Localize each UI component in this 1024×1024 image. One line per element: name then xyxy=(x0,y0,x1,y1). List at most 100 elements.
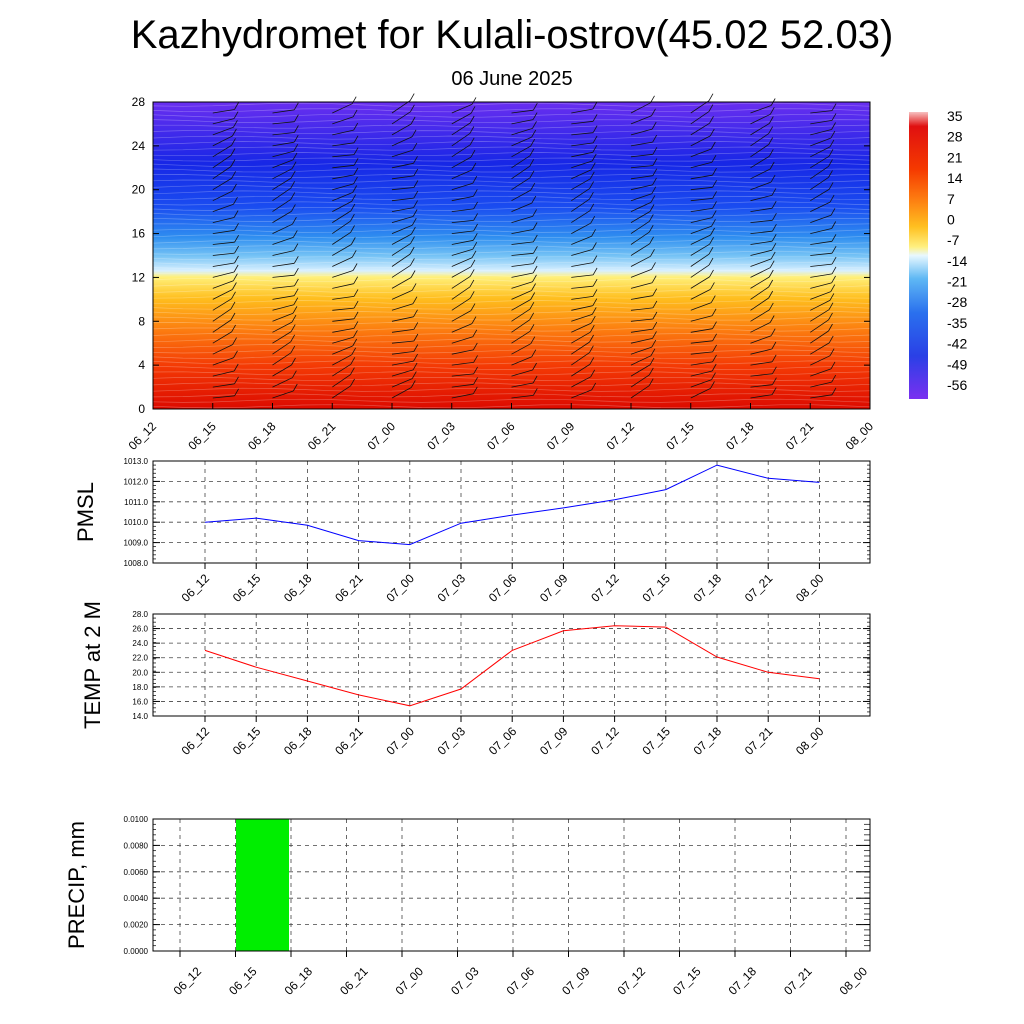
wind-barb-staff xyxy=(272,132,295,136)
wind-barb-flag xyxy=(651,275,657,283)
wind-barb-flag xyxy=(652,147,658,155)
temp-y-title: TEMP at 2 M xyxy=(80,601,105,729)
wind-barb-staff xyxy=(750,230,773,234)
wind-barb-staff xyxy=(451,104,473,114)
cross-section-x-axis: 06_12 06_15 06_18 06_21 07_00 07_03 07_06 07_09… xyxy=(126,403,876,453)
contour-line xyxy=(152,333,871,337)
wind-barb-flag xyxy=(712,168,717,176)
wind-barb-flag xyxy=(413,168,419,177)
wind-barb-flag xyxy=(830,361,836,370)
wind-barb-flag xyxy=(411,129,417,137)
x-tick-label: 07_09 xyxy=(537,724,571,758)
wind-barb-flag xyxy=(234,102,239,110)
x-tick-label: 07_15 xyxy=(639,724,673,758)
wind-barb-staff xyxy=(451,393,474,399)
wind-barb-flag xyxy=(772,366,777,374)
wind-barb-flag xyxy=(351,194,357,202)
wind-barb-staff xyxy=(571,169,592,180)
wind-barb-staff xyxy=(630,165,653,169)
wind-barb-staff xyxy=(571,151,593,158)
wind-barb-staff xyxy=(571,178,591,191)
x-tick-label: 06_12 xyxy=(171,964,205,998)
wind-barb-flag xyxy=(829,293,835,301)
wind-barb-staff xyxy=(690,217,713,223)
wind-barb-staff xyxy=(332,192,353,202)
y-tick-label: 1010.0 xyxy=(124,518,149,527)
wind-barb-flag xyxy=(234,245,239,254)
precip-axes: 0.0000 0.0020 0.0040 0.0060 0.0080 0.0100 06_1… xyxy=(124,815,871,998)
wind-barb-staff xyxy=(810,368,832,377)
wind-barb-staff xyxy=(391,351,414,355)
wind-barb-flag xyxy=(708,104,714,112)
x-tick-label: 06_12 xyxy=(179,724,213,758)
wind-barb-staff xyxy=(571,160,593,169)
wind-barb-staff xyxy=(332,142,355,147)
wind-barb-flag xyxy=(589,357,595,365)
wind-barb-staff xyxy=(511,155,531,169)
contour-line xyxy=(152,344,871,348)
contour-line xyxy=(152,338,871,343)
y-tick-label: 16.0 xyxy=(132,697,148,706)
wind-barb-flag xyxy=(831,234,837,242)
x-tick-label: 06_21 xyxy=(332,724,366,758)
y-tick-label: 16 xyxy=(132,227,146,241)
wind-barb-staff xyxy=(511,369,533,377)
wind-barb-staff xyxy=(391,216,414,223)
precip-grid xyxy=(153,818,870,952)
wind-barb-flag xyxy=(831,103,837,111)
contour-line xyxy=(152,152,871,157)
wind-barb-staff xyxy=(212,289,233,300)
wind-barb-flag xyxy=(350,367,355,375)
wind-barb-flag xyxy=(589,181,594,189)
x-tick-label: 07_15 xyxy=(663,419,697,453)
wind-barb-flag xyxy=(353,167,359,176)
wind-barb-staff xyxy=(451,230,474,234)
wind-barb-flag xyxy=(828,149,834,157)
wind-barb-staff xyxy=(451,349,474,355)
wind-barb-staff xyxy=(511,109,534,114)
wind-barb-flag xyxy=(473,355,478,363)
wind-barb-flag xyxy=(709,128,715,137)
wind-barb-staff xyxy=(690,340,713,344)
wind-barb-flag xyxy=(649,204,655,212)
wind-barb-staff xyxy=(750,207,773,212)
wind-barb-staff xyxy=(630,184,653,191)
contour-line xyxy=(152,185,871,189)
wind-barb-staff xyxy=(451,276,471,289)
contour-line xyxy=(152,322,871,326)
wind-barb-staff xyxy=(630,255,651,267)
wind-barb-staff xyxy=(511,229,534,234)
wind-barb-flag xyxy=(532,222,538,230)
wind-barb-staff xyxy=(451,286,471,300)
wind-barb-staff xyxy=(332,270,354,278)
wind-barb-staff xyxy=(391,340,414,344)
wind-barb-flag xyxy=(650,249,655,257)
wind-barb-flag xyxy=(469,137,475,145)
wind-barb-flag xyxy=(350,214,355,222)
wind-barb-flag xyxy=(648,225,654,233)
wind-barb-staff xyxy=(332,318,355,322)
wind-barb-flag xyxy=(772,377,777,385)
y-tick-label: 24.0 xyxy=(132,639,148,648)
y-tick-label: 4 xyxy=(138,358,145,372)
contour-line xyxy=(152,135,871,140)
wind-barb-flag xyxy=(234,376,239,384)
colorbar-label: 35 xyxy=(947,108,963,124)
wind-barb-staff xyxy=(391,243,411,256)
wind-barb-staff xyxy=(212,145,232,158)
wind-barb-flag xyxy=(350,225,355,233)
colorbar-label: -35 xyxy=(947,315,967,331)
contour-line xyxy=(152,294,871,299)
x-tick-label: 08_00 xyxy=(837,964,871,998)
wind-barb-staff xyxy=(571,352,590,366)
wind-barb-flag xyxy=(712,191,717,199)
y-tick-label: 1008.0 xyxy=(124,559,149,568)
wind-barb-staff xyxy=(511,189,531,202)
wind-barb-flag xyxy=(649,357,655,366)
contour-line xyxy=(152,387,871,392)
wind-barb-staff xyxy=(391,290,413,300)
wind-barb-staff xyxy=(212,217,235,223)
wind-barb-staff xyxy=(212,118,235,125)
wind-barb-staff xyxy=(810,319,829,333)
wind-barb-staff xyxy=(391,136,413,147)
